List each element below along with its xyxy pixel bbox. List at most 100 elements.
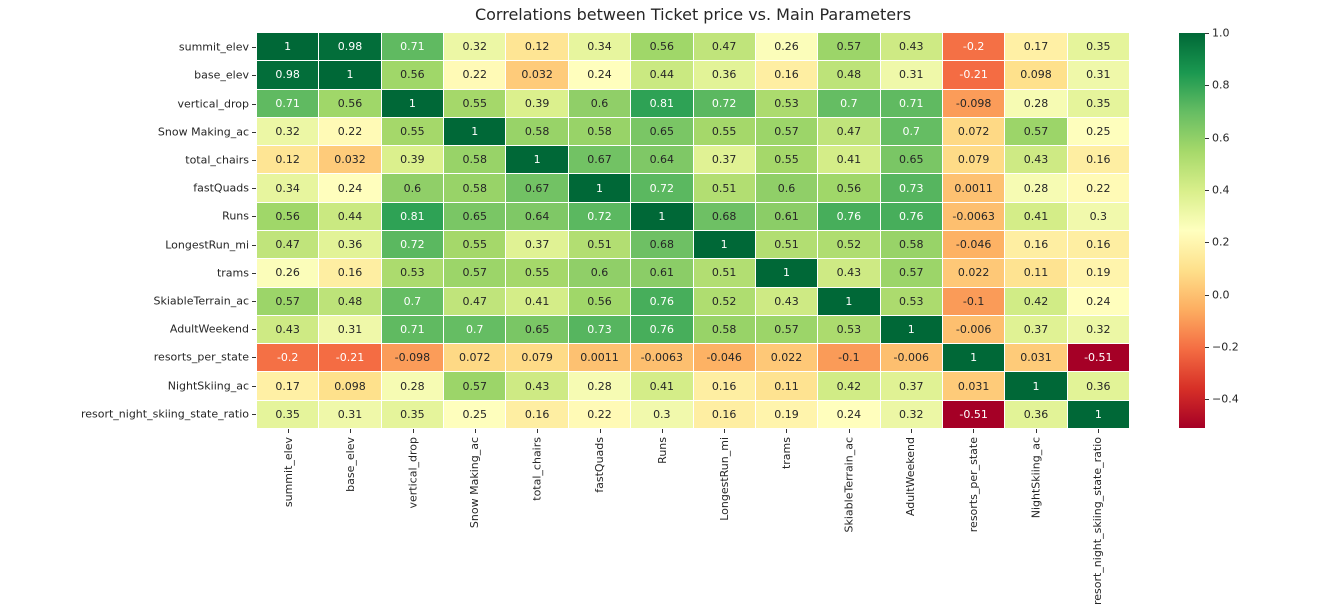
heatmap-cell: 0.6 xyxy=(755,174,818,202)
heatmap-cell: 1 xyxy=(818,287,880,315)
heatmap-cell: 0.37 xyxy=(693,146,755,174)
heatmap-cell: 0.51 xyxy=(693,259,755,287)
colorbar-tick-mark xyxy=(1205,33,1209,34)
y-tick-label: SkiableTerrain_ac xyxy=(153,294,249,308)
heatmap-cell: 0.35 xyxy=(257,400,319,428)
heatmap-cell: 0.57 xyxy=(818,33,880,61)
heatmap-cell: -0.0063 xyxy=(631,344,693,372)
heatmap-cell: 0.12 xyxy=(257,146,319,174)
heatmap-cell: 0.098 xyxy=(1005,61,1067,89)
heatmap-cell: 0.43 xyxy=(755,287,818,315)
y-tick-mark xyxy=(252,244,256,246)
heatmap-cell: 0.28 xyxy=(568,372,631,400)
x-tick-mark xyxy=(288,429,290,433)
x-tick-label: NightSkiing_ac xyxy=(1029,437,1043,519)
x-tick-mark xyxy=(911,429,912,433)
chart-title: Correlations between Ticket price vs. Ma… xyxy=(474,5,912,24)
heatmap-cell: 0.6 xyxy=(568,259,631,287)
heatmap-cell: 1 xyxy=(755,259,818,287)
x-tick-label: base_elev xyxy=(343,437,357,492)
x-tick-label: resort_night_skiing_state_ratio xyxy=(1091,437,1105,606)
y-tick-mark xyxy=(252,47,256,49)
colorbar-tick-mark xyxy=(1205,242,1209,244)
heatmap-cell: 0.24 xyxy=(1067,287,1129,315)
heatmap-cell: 0.76 xyxy=(631,315,693,344)
heatmap-cell: -0.51 xyxy=(942,400,1005,428)
heatmap-cell: 0.73 xyxy=(568,315,631,344)
heatmap-cell: 0.032 xyxy=(319,146,381,174)
heatmap-cell: 0.032 xyxy=(506,61,568,89)
heatmap-cell: 0.52 xyxy=(818,231,880,259)
heatmap-cell: 0.079 xyxy=(506,344,568,372)
heatmap-cell: 0.51 xyxy=(755,231,818,259)
colorbar-tick-mark xyxy=(1205,346,1209,348)
heatmap-cell: 0.0011 xyxy=(568,344,631,372)
heatmap-cell: 0.24 xyxy=(319,174,381,202)
heatmap-cell: 0.57 xyxy=(257,287,319,315)
heatmap-cell: 0.41 xyxy=(818,146,880,174)
x-tick-mark xyxy=(350,429,352,433)
heatmap-cell: -0.046 xyxy=(942,231,1005,259)
heatmap-cell: 0.32 xyxy=(444,33,506,61)
colorbar-tick-mark xyxy=(1205,137,1209,139)
heatmap-cell: 0.16 xyxy=(1067,231,1129,259)
heatmap-cell: 0.71 xyxy=(381,315,444,344)
heatmap-cell: 0.19 xyxy=(1067,259,1129,287)
heatmap-cell: 0.76 xyxy=(631,287,693,315)
heatmap-cell: 0.25 xyxy=(444,400,506,428)
heatmap-cell: 0.47 xyxy=(693,33,755,61)
heatmap-cell: 0.11 xyxy=(755,372,818,400)
heatmap-cell: -0.21 xyxy=(942,61,1005,89)
x-tick-mark xyxy=(412,429,414,433)
heatmap-cell: 0.65 xyxy=(631,117,693,146)
heatmap-cell: 0.53 xyxy=(880,287,942,315)
correlation-heatmap: 1 0.98 0.71 0.32 0.12 0.34 0.56 0.47 0.26 0.57 0.4… xyxy=(257,33,1129,428)
heatmap-cell: 0.44 xyxy=(319,202,381,230)
heatmap-cell: 0.71 xyxy=(880,89,942,117)
heatmap-cell: 0.3 xyxy=(1067,202,1129,230)
heatmap-cell: 0.32 xyxy=(257,117,319,146)
heatmap-cell: 0.17 xyxy=(1005,33,1067,61)
heatmap-cell: 0.11 xyxy=(1005,259,1067,287)
x-tick-label: total_chairs xyxy=(530,437,544,501)
heatmap-cell: 0.47 xyxy=(444,287,506,315)
heatmap-cell: 0.16 xyxy=(693,372,755,400)
x-tick-mark xyxy=(848,429,850,433)
y-tick-label: resort_night_skiing_state_ratio xyxy=(80,407,249,421)
y-tick-mark xyxy=(252,301,256,303)
heatmap-cell: 0.55 xyxy=(444,89,506,117)
heatmap-cell: 0.43 xyxy=(1005,146,1067,174)
heatmap-cell: 0.072 xyxy=(444,344,506,372)
heatmap-cell: 0.71 xyxy=(257,89,319,117)
heatmap-cell: 0.43 xyxy=(880,33,942,61)
y-tick-label: summit_elev xyxy=(178,40,249,54)
heatmap-cell: 0.34 xyxy=(257,174,319,202)
heatmap-cell: 0.72 xyxy=(381,231,444,259)
heatmap-cell: 0.56 xyxy=(631,33,693,61)
x-tick-label: summit_elev xyxy=(281,437,295,508)
x-tick-mark xyxy=(537,429,539,433)
heatmap-cell: 0.56 xyxy=(381,61,444,89)
x-tick-mark xyxy=(786,429,788,433)
heatmap-cell: 0.43 xyxy=(257,315,319,344)
colorbar-tick-mark xyxy=(1205,294,1209,296)
y-tick-label: LongestRun_mi xyxy=(165,238,249,252)
heatmap-cell: 0.53 xyxy=(755,89,818,117)
heatmap-cell: 0.7 xyxy=(880,117,942,146)
x-tick-mark xyxy=(475,429,476,433)
y-tick-mark xyxy=(252,103,256,105)
x-tick-mark xyxy=(1097,429,1099,433)
x-tick-label: vertical_drop xyxy=(406,437,420,509)
heatmap-cell: 0.44 xyxy=(631,61,693,89)
heatmap-cell: 0.61 xyxy=(755,202,818,230)
heatmap-cell: 0.42 xyxy=(818,372,880,400)
heatmap-cell: 0.52 xyxy=(693,287,755,315)
heatmap-cell: 0.51 xyxy=(568,231,631,259)
x-tick-mark xyxy=(1035,429,1037,433)
heatmap-cell: -0.046 xyxy=(693,344,755,372)
x-tick-label: trams xyxy=(779,437,793,470)
heatmap-cell: 0.55 xyxy=(444,231,506,259)
heatmap-cell: 0.37 xyxy=(1005,315,1067,344)
heatmap-cell: 0.28 xyxy=(1005,174,1067,202)
colorbar xyxy=(1179,33,1205,428)
